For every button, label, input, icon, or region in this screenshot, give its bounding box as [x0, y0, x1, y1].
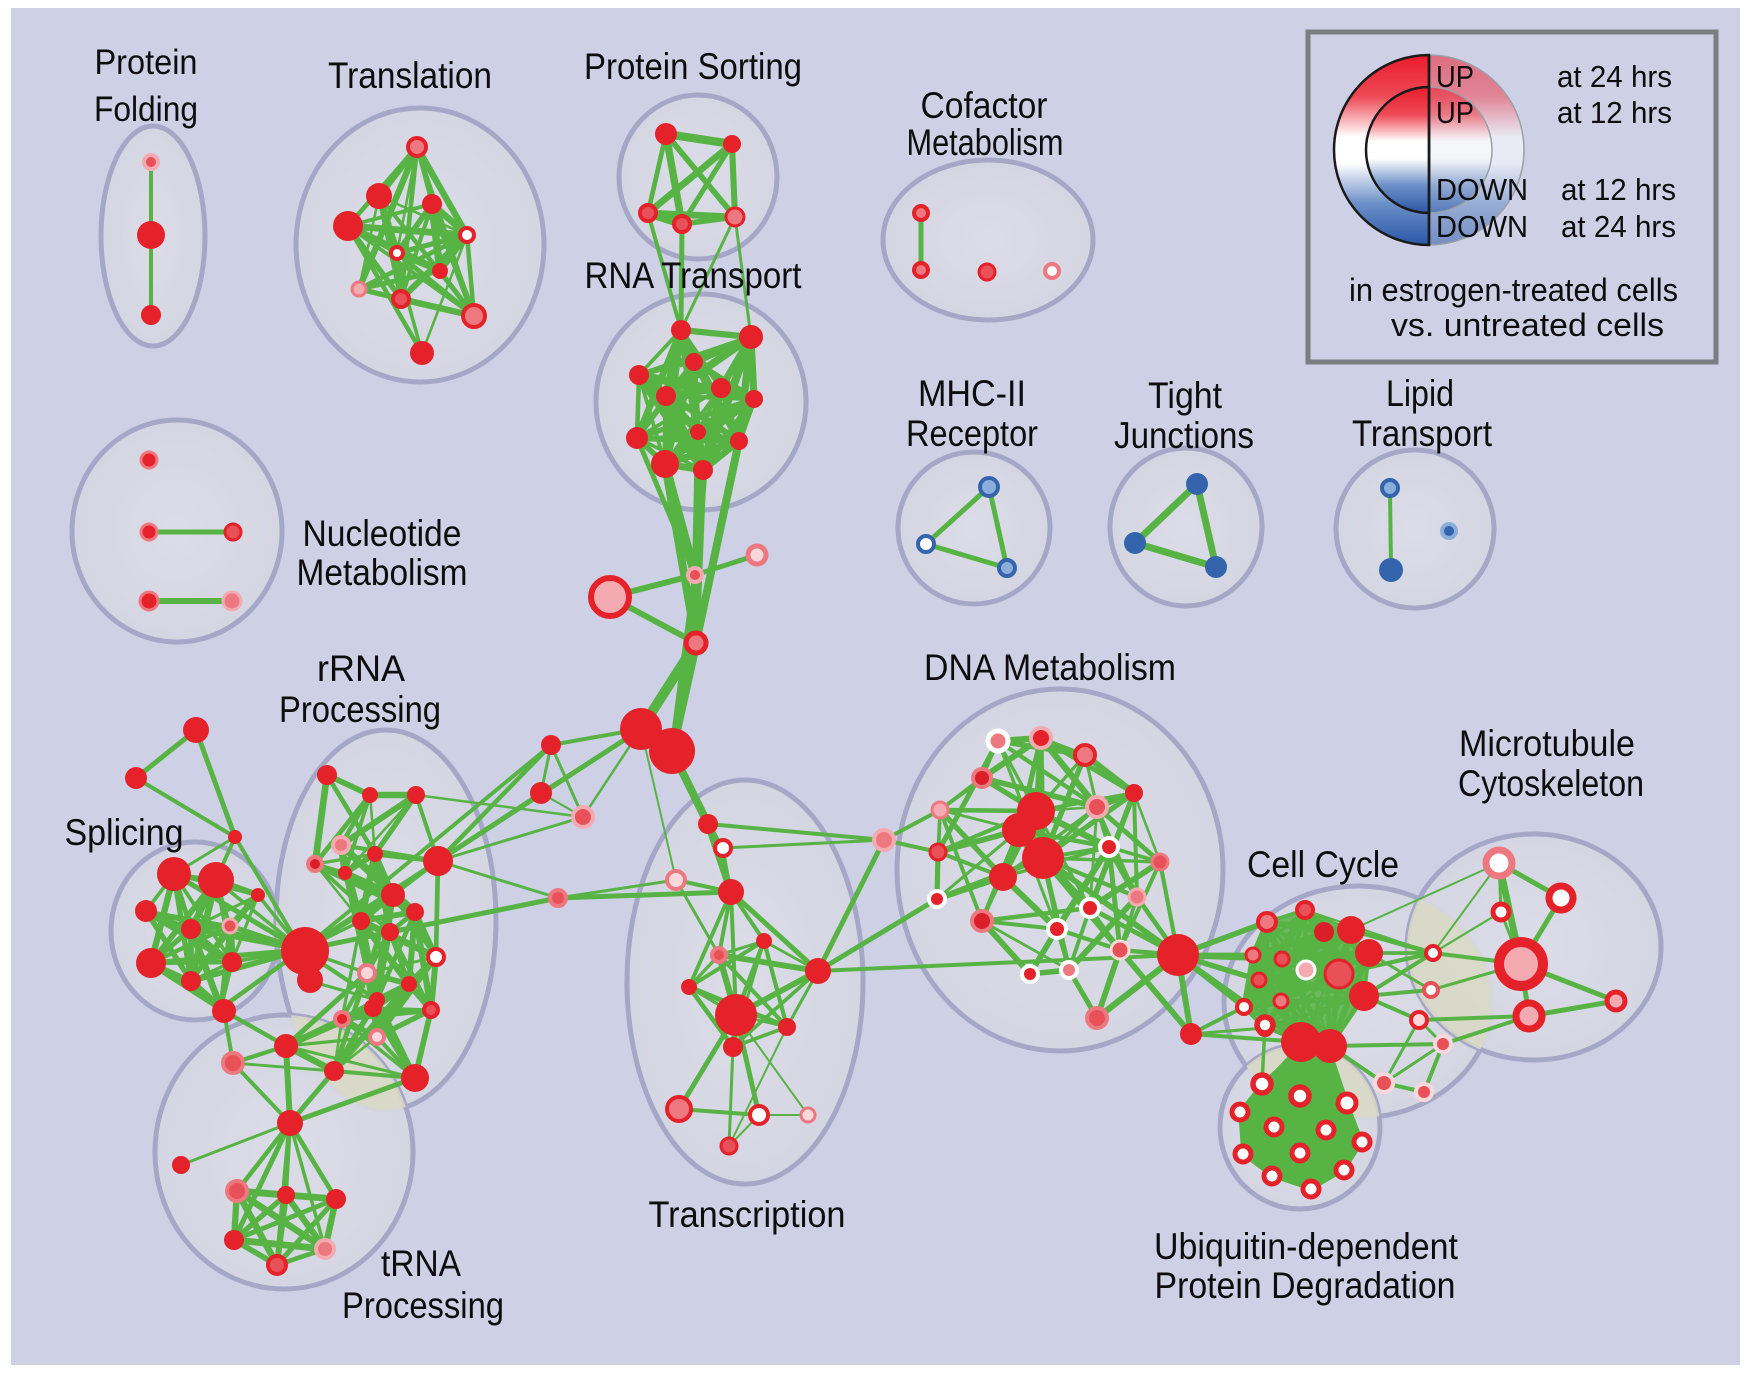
svg-text:UP: UP: [1436, 59, 1474, 94]
svg-text:at 12 hrs: at 12 hrs: [1561, 172, 1676, 207]
svg-text:Transport: Transport: [1352, 413, 1493, 454]
svg-text:in estrogen-treated cells: in estrogen-treated cells: [1349, 272, 1678, 308]
svg-text:Junctions: Junctions: [1114, 415, 1254, 456]
svg-text:Lipid: Lipid: [1386, 373, 1454, 414]
svg-text:tRNA: tRNA: [381, 1243, 461, 1284]
svg-text:vs. untreated cells: vs. untreated cells: [1391, 307, 1664, 343]
svg-text:at 12 hrs: at 12 hrs: [1557, 95, 1672, 130]
svg-text:Metabolism: Metabolism: [907, 122, 1064, 163]
svg-text:Splicing: Splicing: [65, 812, 184, 853]
svg-text:Folding: Folding: [94, 90, 198, 129]
svg-text:Transcription: Transcription: [649, 1194, 846, 1235]
svg-text:at 24 hrs: at 24 hrs: [1557, 59, 1672, 94]
svg-text:rRNA: rRNA: [317, 648, 405, 689]
svg-text:Receptor: Receptor: [906, 413, 1038, 454]
svg-text:RNA Transport: RNA Transport: [585, 255, 803, 296]
svg-text:Nucleotide: Nucleotide: [303, 513, 462, 554]
svg-text:Protein: Protein: [95, 43, 198, 82]
svg-text:DOWN: DOWN: [1436, 172, 1528, 207]
svg-text:Ubiquitin-dependent: Ubiquitin-dependent: [1154, 1226, 1459, 1267]
svg-text:MHC-II: MHC-II: [918, 373, 1026, 414]
svg-text:UP: UP: [1436, 95, 1474, 130]
svg-text:Cofactor: Cofactor: [921, 85, 1048, 126]
svg-text:Processing: Processing: [342, 1285, 504, 1326]
svg-text:Translation: Translation: [328, 55, 492, 96]
svg-text:at 24 hrs: at 24 hrs: [1561, 209, 1676, 244]
svg-text:Processing: Processing: [279, 689, 441, 730]
svg-text:Protein Sorting: Protein Sorting: [584, 46, 802, 87]
svg-text:Cell Cycle: Cell Cycle: [1247, 844, 1399, 885]
svg-text:Metabolism: Metabolism: [297, 552, 468, 593]
svg-text:Protein Degradation: Protein Degradation: [1155, 1265, 1456, 1306]
svg-text:DNA Metabolism: DNA Metabolism: [924, 647, 1176, 688]
svg-text:Cytoskeleton: Cytoskeleton: [1458, 763, 1644, 804]
svg-text:DOWN: DOWN: [1436, 209, 1528, 244]
svg-text:Microtubule: Microtubule: [1459, 723, 1635, 764]
svg-text:Tight: Tight: [1148, 375, 1223, 416]
